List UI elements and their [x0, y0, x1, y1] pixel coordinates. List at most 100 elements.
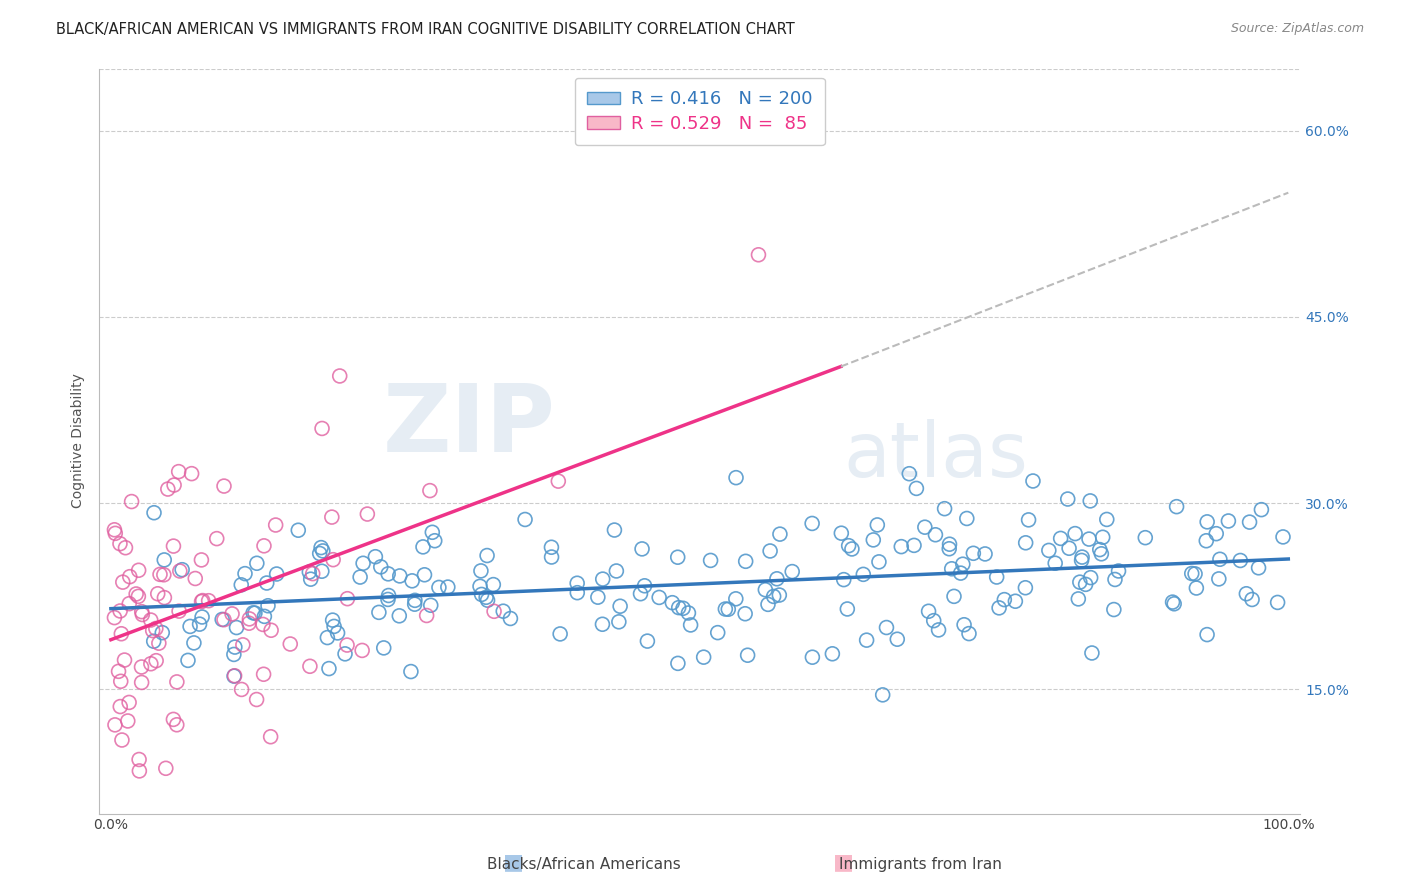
Point	[1088, 542, 1111, 557]
Point	[146, 587, 169, 601]
Point	[419, 483, 441, 498]
Point	[724, 591, 747, 606]
Point	[471, 587, 494, 601]
Point	[1038, 543, 1060, 558]
Point	[110, 626, 132, 640]
Point	[242, 606, 264, 620]
Point	[364, 549, 387, 564]
Legend: R = 0.416   N = 200, R = 0.529   N =  85: R = 0.416 N = 200, R = 0.529 N = 85	[575, 78, 825, 145]
Point	[322, 613, 344, 627]
Point	[259, 730, 281, 744]
Point	[1049, 532, 1071, 546]
Point	[336, 591, 359, 606]
Point	[759, 544, 782, 558]
Point	[243, 606, 266, 620]
Point	[188, 617, 211, 632]
Point	[855, 633, 877, 648]
Point	[190, 553, 212, 567]
Point	[747, 248, 769, 262]
Point	[128, 563, 150, 577]
Point	[299, 572, 322, 586]
Point	[318, 662, 340, 676]
Point	[191, 610, 214, 624]
Point	[321, 510, 343, 524]
Point	[212, 613, 235, 627]
Point	[118, 597, 141, 611]
Point	[232, 638, 254, 652]
Point	[139, 613, 162, 627]
Point	[298, 659, 321, 673]
Point	[352, 643, 374, 657]
Point	[309, 541, 332, 555]
Point	[1184, 566, 1206, 581]
Point	[1135, 531, 1157, 545]
Point	[668, 600, 690, 615]
Point	[153, 591, 176, 605]
Point	[648, 591, 671, 605]
Point	[197, 593, 219, 607]
Point	[110, 674, 132, 689]
Point	[104, 718, 127, 732]
Point	[769, 527, 792, 541]
Point	[103, 523, 125, 537]
Point	[801, 650, 824, 665]
Point	[717, 602, 740, 616]
Point	[221, 607, 243, 621]
Point	[734, 607, 756, 621]
Text: BLACK/AFRICAN AMERICAN VS IMMIGRANTS FROM IRAN COGNITIVE DISABILITY CORRELATION : BLACK/AFRICAN AMERICAN VS IMMIGRANTS FRO…	[56, 22, 794, 37]
Point	[1241, 592, 1264, 607]
Point	[1218, 514, 1240, 528]
Point	[924, 528, 946, 542]
Point	[142, 634, 165, 648]
Point	[1018, 513, 1040, 527]
Point	[988, 600, 1011, 615]
Point	[706, 625, 728, 640]
Point	[470, 564, 492, 578]
Point	[1181, 566, 1204, 581]
Point	[225, 621, 247, 635]
Point	[108, 604, 131, 618]
Point	[1205, 526, 1227, 541]
Point	[388, 569, 411, 583]
Point	[1078, 532, 1101, 546]
Point	[222, 648, 245, 662]
Point	[605, 564, 627, 578]
Point	[256, 576, 278, 591]
Point	[548, 627, 571, 641]
Point	[179, 619, 201, 633]
Point	[352, 556, 374, 570]
Point	[586, 590, 609, 604]
Y-axis label: Cognitive Disability: Cognitive Disability	[72, 374, 86, 508]
Point	[1095, 512, 1118, 526]
Point	[832, 573, 855, 587]
Point	[399, 665, 422, 679]
Point	[326, 626, 349, 640]
Point	[336, 638, 359, 652]
Point	[914, 520, 936, 534]
Point	[103, 610, 125, 624]
Point	[370, 560, 392, 574]
Point	[211, 612, 233, 626]
Point	[482, 577, 505, 591]
Point	[257, 599, 280, 613]
Point	[127, 590, 149, 604]
Point	[125, 587, 148, 601]
Point	[768, 588, 790, 602]
Point	[266, 567, 288, 582]
Point	[162, 539, 184, 553]
Point	[841, 541, 863, 556]
Point	[253, 539, 276, 553]
Point	[423, 533, 446, 548]
Point	[949, 566, 972, 581]
Point	[737, 648, 759, 663]
Point	[607, 615, 630, 629]
Point	[499, 611, 522, 625]
Point	[131, 660, 153, 674]
Text: Source: ZipAtlas.com: Source: ZipAtlas.com	[1230, 22, 1364, 36]
Point	[404, 597, 426, 611]
Point	[953, 617, 976, 632]
Point	[1163, 597, 1185, 611]
Point	[311, 564, 333, 578]
Point	[962, 546, 984, 560]
Point	[401, 574, 423, 588]
